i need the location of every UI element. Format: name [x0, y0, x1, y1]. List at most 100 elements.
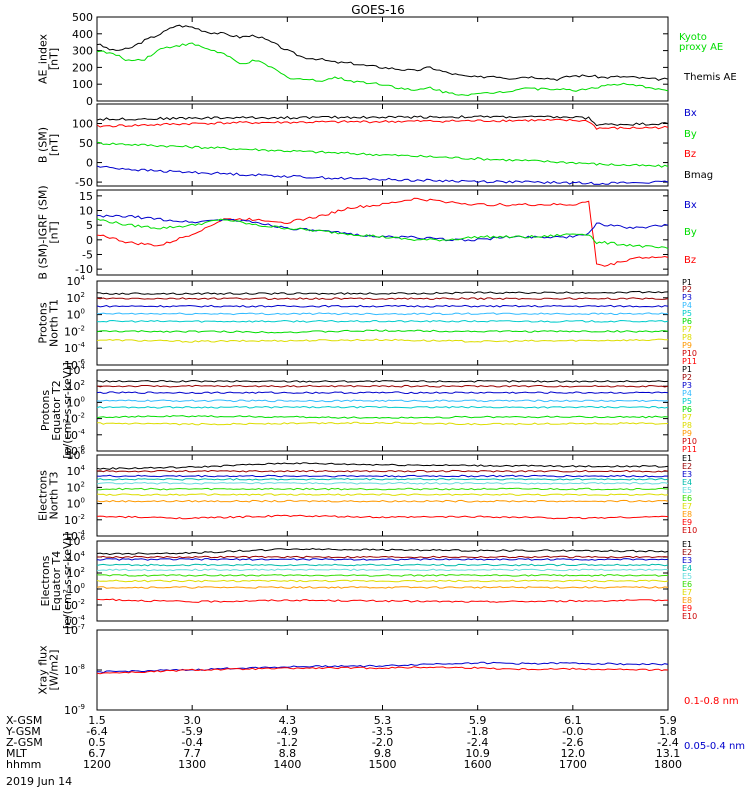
legend-label: E1 [682, 540, 692, 549]
y-axis-label: B (SM) [37, 127, 50, 163]
y-tick-exponent: -6 [78, 444, 86, 452]
y-axis-label: Equator T4 [50, 551, 63, 611]
legend-label: P8 [682, 421, 692, 430]
y-tick-label: 104 [67, 464, 86, 478]
panel-frame [96, 103, 669, 187]
x-axis-value: -1.8 [467, 725, 488, 738]
y-tick-label: -50 [75, 176, 93, 189]
y-tick-label: 102 [67, 291, 85, 305]
x-axis-value: 1800 [654, 758, 682, 771]
series-line-bz [96, 197, 669, 267]
y-tick-exponent: -2 [78, 412, 85, 420]
y-tick-label: 102 [67, 566, 85, 580]
legend-label: P9 [682, 341, 692, 350]
series-line-p7 [97, 421, 669, 426]
legend-label: E8 [682, 510, 692, 519]
y-tick-exponent: -7 [78, 623, 85, 631]
y-tick-label: 104 [67, 274, 86, 288]
legend-label: E7 [682, 502, 692, 511]
series-line-bx [96, 214, 669, 242]
series-line-by [96, 141, 669, 168]
y-tick-label: 0 [86, 157, 93, 170]
y-tick-label: 100 [67, 308, 85, 322]
y-tick-label: 100 [72, 118, 93, 131]
y-tick-exponent: 4 [81, 274, 86, 282]
series-line-e1 [96, 547, 669, 556]
panel-bsm: -50 0 50 100 B (SM)[nT] Bx By Bz Bmag [37, 103, 713, 189]
series-line-themis-ae [96, 24, 669, 81]
y-tick-exponent: 4 [81, 464, 86, 472]
x-axis-value: 1.8 [659, 725, 677, 738]
series-line-0-05-0-4-nm [97, 661, 669, 674]
x-axis-value: -2.4 [657, 736, 678, 749]
legend-label: E4 [682, 478, 692, 487]
series-line-e1 [96, 462, 669, 470]
date-label: 2019 Jun 14 [6, 775, 72, 788]
y-tick-exponent: -4 [78, 529, 86, 537]
legend-label: P9 [682, 429, 692, 438]
x-axis-value: 13.1 [656, 747, 681, 760]
legend-label: P3 [682, 381, 692, 390]
y-axis-label: Xray flux [37, 645, 50, 695]
y-tick-label: 10-8 [64, 663, 85, 677]
series-line-e5 [96, 481, 669, 485]
y-tick-label: -10 [75, 263, 93, 276]
legend-label: E10 [682, 612, 697, 621]
x-axis-value: 6.7 [88, 747, 106, 760]
x-axis-value: -2.0 [372, 736, 393, 749]
legend-label: P7 [682, 413, 692, 422]
y-tick-label: 50 [79, 137, 93, 150]
legend-label: Bmag [684, 170, 713, 181]
x-axis-value: 5.3 [374, 714, 392, 727]
y-tick-label: 10-9 [64, 703, 85, 717]
series-line-p5 [96, 319, 669, 323]
y-axis-label: AE_index [37, 33, 50, 84]
series-line-bx [96, 165, 669, 185]
legend-label: P4 [682, 389, 692, 398]
y-axis-label: [e/(cm²-s-sr-keV)] [61, 533, 74, 629]
y-axis-label: North T3 [48, 472, 61, 520]
series-line-e7 [96, 493, 669, 497]
series-line-e8 [96, 586, 669, 589]
series-line-p6 [96, 329, 669, 334]
x-axis-row-label: X-GSM [6, 714, 42, 727]
y-tick-label: -5 [82, 248, 93, 261]
series-line-p2 [96, 297, 669, 301]
legend-label: P5 [682, 397, 692, 406]
y-tick-label: 200 [72, 61, 93, 74]
x-axis-row-label: MLT [6, 747, 27, 760]
y-tick-label: 100 [67, 497, 85, 511]
legend-label: 0.1-0.8 nm [684, 696, 739, 707]
legend-label: E6 [682, 580, 692, 589]
panel-frame [96, 369, 669, 452]
x-axis-value: 12.0 [561, 747, 586, 760]
x-axis-row-label: Y-GSM [5, 725, 41, 738]
y-tick-label: 10-7 [64, 623, 85, 637]
series-line-e8 [96, 499, 669, 503]
legend-label: E2 [682, 548, 692, 557]
series-line-p4 [96, 399, 669, 403]
x-axis-value: -2.6 [562, 736, 583, 749]
x-axis-value: 1400 [273, 758, 301, 771]
y-tick-label: 10 [79, 205, 93, 218]
y-tick-label: 10-2 [64, 513, 85, 527]
y-tick-exponent: -8 [78, 663, 85, 671]
x-axis-value: 1600 [464, 758, 492, 771]
x-axis-value: 6.1 [564, 714, 582, 727]
x-axis-value: -1.2 [277, 736, 298, 749]
legend-label: P1 [682, 278, 692, 287]
legend-label: P2 [682, 373, 692, 382]
y-tick-label: 10-4 [64, 341, 86, 355]
y-tick-exponent: -2 [78, 598, 85, 606]
legend-label: P10 [682, 437, 697, 446]
y-tick-exponent: -9 [78, 703, 85, 711]
series-line-p2 [96, 384, 669, 388]
series-line-e2 [96, 469, 669, 473]
y-tick-label: 106 [67, 448, 86, 462]
series-line-e9 [96, 514, 669, 520]
